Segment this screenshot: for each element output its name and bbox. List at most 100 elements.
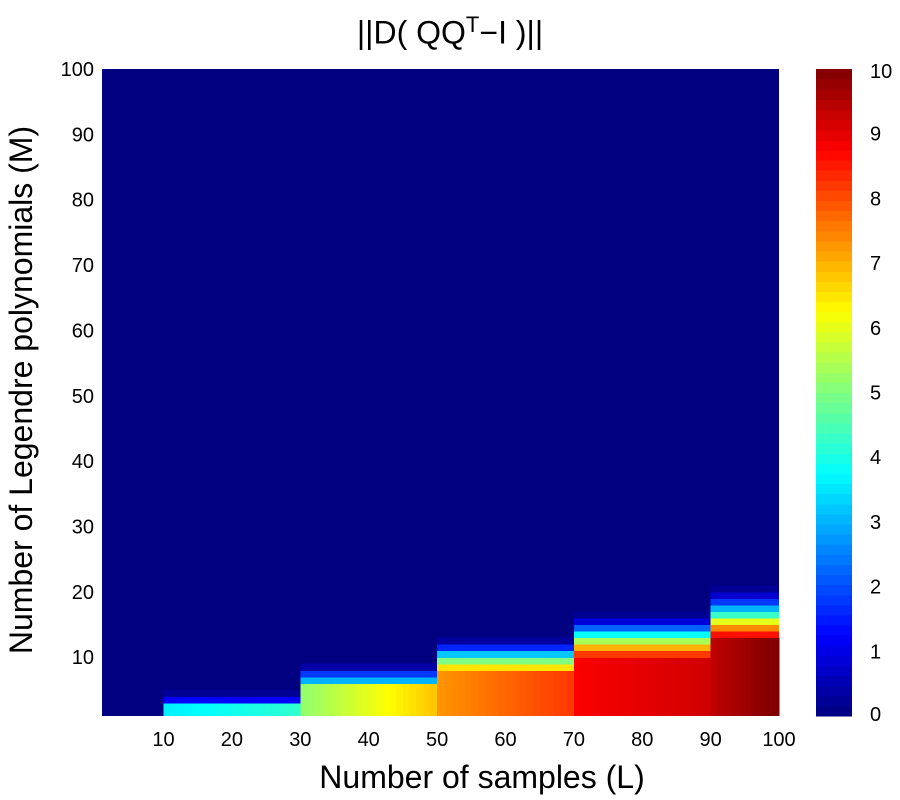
- colorbar-tick-label: 10: [870, 61, 892, 83]
- colorbar-band: [816, 564, 852, 576]
- heatmap-cell: [204, 702, 213, 716]
- heatmap-cell: [765, 637, 773, 716]
- colorbar-band: [816, 675, 852, 687]
- colorbar-band: [816, 665, 852, 677]
- heatmap-transition-row: [573, 631, 711, 639]
- heatmap-cell: [580, 657, 589, 716]
- y-tick-label: 40: [72, 451, 94, 473]
- colorbar-band: [816, 453, 852, 464]
- heatmap-cell: [272, 702, 281, 716]
- heatmap-cell: [560, 670, 568, 716]
- colorbar-tick-label: 3: [870, 512, 881, 534]
- x-tick-label: 10: [152, 729, 174, 751]
- heatmap-cell: [683, 657, 691, 716]
- colorbar-band: [816, 574, 852, 586]
- x-axis-ticks: 10 20 30 40 50 60 70 80 90 100: [152, 729, 795, 751]
- heatmap-background: [102, 69, 779, 716]
- colorbar-band: [816, 291, 852, 303]
- heatmap-cell: [307, 683, 315, 716]
- colorbar-band: [816, 261, 852, 272]
- heatmap-cell: [772, 637, 780, 716]
- y-tick-label: 50: [72, 386, 94, 408]
- x-tick-label: 90: [699, 729, 721, 751]
- y-tick-label: 100: [61, 59, 94, 81]
- colorbar-band: [816, 89, 852, 100]
- colorbar-band: [816, 109, 852, 121]
- colorbar-band: [816, 129, 852, 141]
- colorbar-band: [816, 250, 852, 262]
- colorbar-band: [816, 655, 852, 667]
- colorbar-band: [816, 554, 852, 565]
- heatmap-cell: [450, 670, 459, 716]
- heatmap-cell: [341, 683, 349, 716]
- heatmap-transition-row: [573, 611, 711, 619]
- heatmap-cell: [266, 702, 274, 716]
- heatmap-cell: [532, 670, 541, 716]
- heatmap-transition-row: [573, 644, 711, 652]
- x-tick-label: 80: [631, 729, 653, 751]
- colorbar-band: [816, 695, 852, 707]
- colorbar-tick-label: 2: [870, 577, 881, 599]
- y-axis-label: Number of Legendre polynomials (M): [3, 126, 39, 654]
- heatmap-transition-row: [710, 631, 779, 639]
- colorbar-band: [816, 321, 852, 333]
- colorbar-band: [816, 534, 852, 545]
- colorbar-tick-label: 7: [870, 253, 881, 275]
- x-tick-label: 30: [289, 729, 311, 751]
- colorbar-band: [816, 402, 852, 414]
- heatmap-cell: [252, 702, 260, 716]
- x-tick-label: 70: [563, 729, 585, 751]
- heatmap-cell: [402, 683, 411, 716]
- colorbar-band: [816, 362, 852, 373]
- heatmap-cell: [662, 657, 671, 716]
- heatmap-transition-row: [300, 670, 438, 678]
- heatmap-transition-row: [300, 663, 438, 671]
- heatmap-cell: [614, 657, 623, 716]
- colorbar-band: [816, 311, 852, 323]
- heatmap-cell: [553, 670, 561, 716]
- colorbar: [816, 69, 852, 717]
- heatmap-cell: [457, 670, 466, 716]
- colorbar-band: [816, 705, 852, 717]
- colorbar-band: [816, 392, 852, 404]
- heatmap-cell: [245, 702, 254, 716]
- heatmap-cell: [676, 657, 684, 716]
- x-tick-label: 100: [762, 729, 795, 751]
- heatmap-cell: [498, 670, 507, 716]
- heatmap-cell: [320, 683, 329, 716]
- colorbar-band: [816, 614, 852, 626]
- heatmap-cell: [731, 637, 739, 716]
- colorbar-tick-label: 8: [870, 188, 881, 210]
- heatmap-cell: [484, 670, 493, 716]
- colorbar-band: [816, 281, 852, 293]
- y-tick-label: 80: [72, 190, 94, 212]
- heatmap-cell: [375, 683, 383, 716]
- heatmap-cell: [525, 670, 534, 716]
- heatmap-transition-row: [710, 591, 779, 599]
- colorbar-band: [816, 604, 852, 616]
- heatmap-transition-row: [437, 657, 574, 665]
- y-tick-label: 10: [72, 647, 94, 669]
- colorbar-band: [816, 412, 852, 424]
- colorbar-band: [816, 271, 852, 282]
- heatmap-cell: [696, 657, 705, 716]
- colorbar-band: [816, 594, 852, 606]
- heatmap-cell: [464, 670, 472, 716]
- heatmap-cell: [608, 657, 616, 716]
- colorbar-band: [816, 240, 852, 252]
- heatmap-cell: [327, 683, 336, 716]
- x-tick-label: 40: [358, 729, 380, 751]
- x-axis-label: Number of samples (L): [319, 759, 644, 795]
- heatmap-transition-row: [573, 624, 711, 632]
- title-prefix: ||D( QQ: [356, 14, 466, 51]
- heatmap-cell: [184, 702, 192, 716]
- heatmap-cell: [355, 683, 363, 716]
- heatmap-cell: [348, 683, 356, 716]
- heatmap-cell: [737, 637, 746, 716]
- heatmap-cell: [396, 683, 404, 716]
- colorbar-band: [816, 685, 852, 697]
- colorbar-band: [816, 159, 852, 171]
- heatmap-cell: [649, 657, 657, 716]
- heatmap-cell: [313, 683, 322, 716]
- heatmap-cell: [471, 670, 479, 716]
